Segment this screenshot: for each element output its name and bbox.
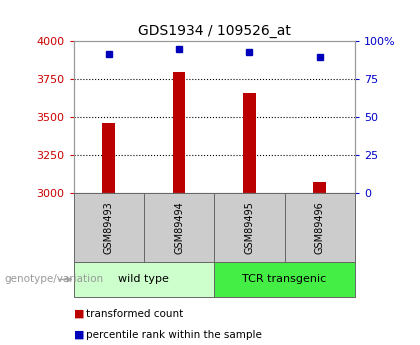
Title: GDS1934 / 109526_at: GDS1934 / 109526_at <box>138 23 291 38</box>
Text: genotype/variation: genotype/variation <box>4 275 103 284</box>
Text: GSM89495: GSM89495 <box>244 201 255 254</box>
Text: wild type: wild type <box>118 275 169 284</box>
Text: GSM89493: GSM89493 <box>104 201 114 254</box>
Text: ■: ■ <box>74 330 84 339</box>
Text: GSM89496: GSM89496 <box>315 201 325 254</box>
Text: GSM89494: GSM89494 <box>174 201 184 254</box>
Text: percentile rank within the sample: percentile rank within the sample <box>86 330 262 339</box>
Text: TCR transgenic: TCR transgenic <box>242 275 327 284</box>
Bar <box>243 93 256 193</box>
Text: ■: ■ <box>74 309 84 319</box>
Text: transformed count: transformed count <box>86 309 184 319</box>
Bar <box>313 182 326 193</box>
Bar <box>173 72 185 193</box>
Bar <box>102 124 115 193</box>
